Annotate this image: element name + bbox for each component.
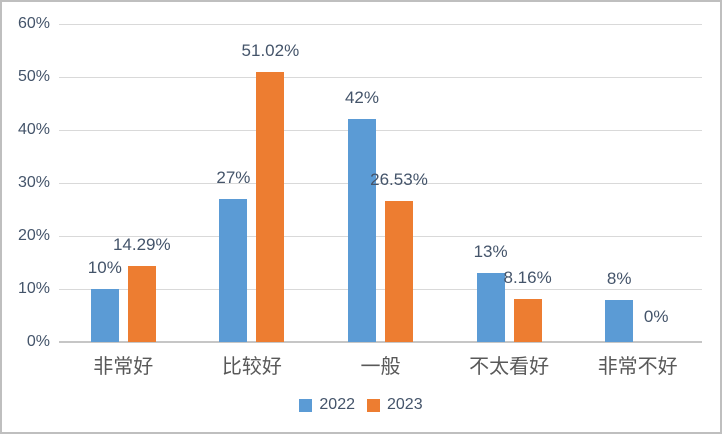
data-label: 42% (344, 88, 379, 108)
category-label: 非常不好 (597, 356, 678, 378)
bar-2022 (219, 198, 248, 342)
y-axis-tick-label: 60% (17, 15, 50, 32)
data-label: 51.02% (241, 40, 300, 60)
bar-slot: 8.16% (503, 268, 552, 342)
category-label: 非常好 (93, 356, 154, 378)
legend-swatch-icon (367, 398, 380, 412)
gridline (59, 130, 702, 131)
legend-item-2022: 2022 (299, 397, 355, 413)
gridline (59, 236, 702, 237)
bar-group: 13% 8.16% (445, 243, 574, 342)
bar-group: 10% 14.29% (59, 236, 188, 342)
bar-2023 (384, 201, 413, 342)
data-label: 13% (473, 242, 508, 262)
legend: 2022 2023 (2, 397, 720, 413)
category-label: 比较好 (221, 356, 282, 378)
x-axis-line (59, 341, 702, 343)
data-label: 8% (606, 268, 632, 288)
bar-2022 (476, 273, 505, 342)
bar-slot: 13% (474, 243, 508, 342)
bar-2023 (513, 298, 542, 342)
bar-slot: 51.02% (242, 41, 299, 342)
y-axis-tick-label: 20% (17, 227, 50, 244)
data-label: 26.53% (370, 170, 428, 190)
bar-slot: 42% (345, 89, 379, 342)
bar-group: 27% 51.02% (188, 41, 317, 342)
gridline (59, 183, 702, 184)
bar-2022 (347, 119, 376, 342)
gridline (59, 77, 702, 78)
bar-group: 42% 26.53% (316, 89, 445, 342)
y-axis-tick-label: 50% (17, 68, 50, 85)
legend-swatch-icon (299, 398, 313, 412)
data-label: 27% (216, 167, 251, 187)
data-label: 0% (643, 307, 669, 326)
gridline (59, 24, 702, 25)
bar-2023 (256, 71, 285, 342)
bar-2022 (90, 289, 119, 342)
bar-slot: 26.53% (370, 171, 428, 342)
bar-slot: 10% (88, 259, 122, 342)
y-axis-tick-label: 40% (17, 121, 50, 138)
y-axis-tick-label: 30% (17, 174, 50, 191)
y-axis-tick-label: 10% (17, 280, 50, 297)
bar-slot: 14.29% (113, 236, 171, 342)
plot-area: 10% 14.29% 27% 51.02% 42% 26.53% 13% 8.16% 8% 0% (59, 24, 702, 343)
bar-slot: 27% (216, 168, 250, 342)
bar-2023 (127, 266, 156, 342)
bar-slot: 8% (605, 269, 634, 342)
bar-2022 (605, 299, 634, 342)
legend-label: 2023 (387, 396, 423, 413)
data-label: 8.16% (503, 267, 552, 287)
category-label: 一般 (360, 356, 401, 378)
bar-group: 8% 0% (573, 269, 702, 342)
legend-item-2023: 2023 (367, 397, 423, 413)
data-label: 10% (87, 258, 122, 277)
data-label: 14.29% (112, 235, 171, 255)
y-axis-tick-label: 0% (26, 333, 50, 350)
category-label: 不太看好 (469, 356, 550, 378)
legend-label: 2022 (319, 396, 355, 413)
gridline (59, 289, 702, 290)
